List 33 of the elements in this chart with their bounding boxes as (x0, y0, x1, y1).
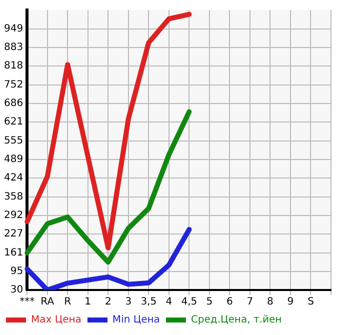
y-tick-label: 686 (4, 98, 24, 110)
y-tick-label: 161 (4, 247, 24, 258)
x-tick-label: *** (20, 296, 35, 308)
x-tick-label: 4,5 (181, 296, 198, 308)
y-tick-label: 30 (10, 284, 24, 296)
x-tick-label: 9 (287, 296, 294, 308)
y-tick-label: 95 (10, 266, 24, 278)
y-tick-label: 227 (4, 228, 24, 240)
y-tick-label: 292 (4, 210, 24, 222)
x-tick-label: R (64, 296, 72, 308)
y-tick-label: 358 (4, 191, 24, 202)
x-tick-label: 5 (206, 296, 213, 308)
x-tick-label: 8 (267, 296, 274, 308)
y-tick-label: 949 (4, 23, 24, 34)
y-tick-label: 883 (4, 42, 24, 54)
y-tick-label: 621 (4, 116, 24, 128)
x-tick-label: 3 (125, 296, 132, 308)
y-tick-label: 489 (4, 154, 24, 166)
x-tick-label: 1 (84, 296, 92, 308)
y-tick-label: 752 (4, 79, 24, 90)
x-tick-label: 6 (226, 296, 233, 308)
x-tick-label: 2 (104, 296, 112, 308)
x-tick-label: S (308, 296, 314, 308)
x-tick-label: 3,5 (140, 296, 157, 308)
y-tick-label: 424 (4, 172, 24, 184)
legend-label: Сред.Цена, т.йен (190, 314, 282, 326)
x-tick-label: RA (40, 296, 54, 308)
legend-label: Min Цена (112, 314, 160, 326)
x-tick-label: 7 (246, 296, 254, 308)
y-tick-label: 555 (4, 135, 24, 146)
x-tick-label: 4 (166, 296, 172, 308)
y-tick-label: 818 (4, 60, 24, 72)
legend-label: Max Цена (31, 314, 82, 326)
